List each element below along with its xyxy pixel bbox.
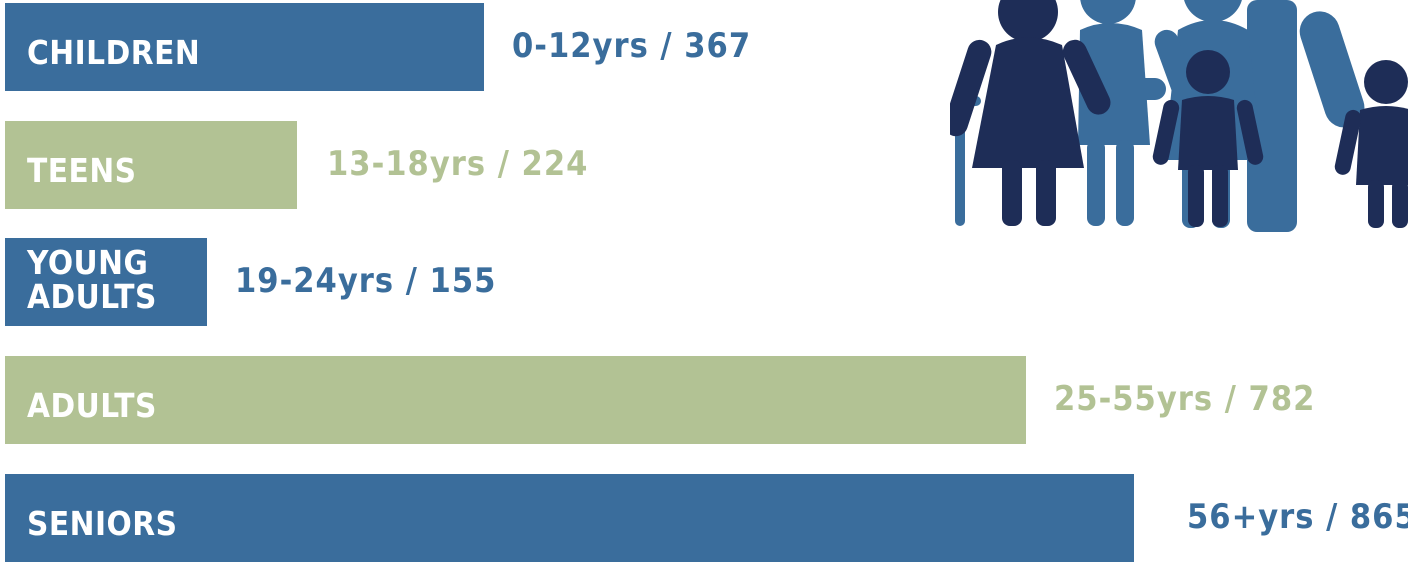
- value-label: 13-18yrs / 224: [327, 143, 589, 184]
- bar-children: [5, 3, 484, 91]
- category-label-line: YOUNG: [27, 243, 149, 283]
- category-label-line: ADULTS: [27, 277, 157, 317]
- value-label: 0-12yrs / 367: [512, 26, 752, 66]
- category-label: SENIORS: [27, 503, 178, 543]
- category-label: YOUNG ADULTS: [27, 246, 157, 314]
- bar-teens: [5, 120, 297, 209]
- category-label: CHILDREN: [27, 33, 201, 72]
- value-label: 25-55yrs / 782: [1054, 379, 1316, 420]
- family-group-icon: [950, 0, 1408, 232]
- bar-young-adults: [5, 238, 207, 327]
- bar-adults: [5, 356, 1026, 445]
- category-label: TEENS: [27, 150, 137, 190]
- category-label: ADULTS: [27, 386, 157, 426]
- value-label: 19-24yrs / 155: [235, 261, 497, 302]
- value-label: 56+yrs / 865: [1187, 496, 1408, 537]
- bar-seniors: [5, 473, 1134, 562]
